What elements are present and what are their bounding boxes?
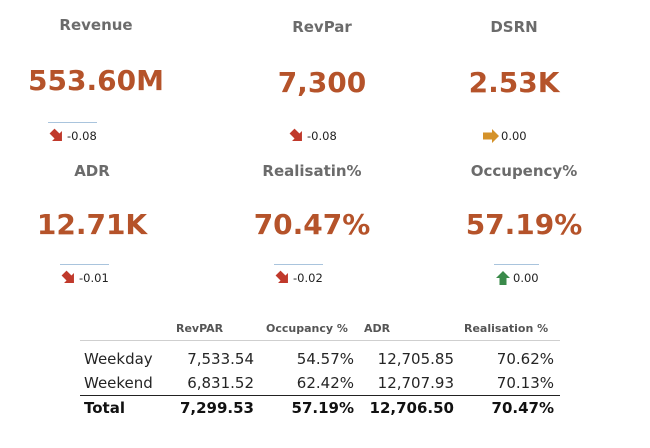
kpi-value: 12.71K — [36, 208, 148, 241]
kpi-title: ADR — [74, 162, 110, 180]
kpi-value: 553.60M — [28, 64, 164, 97]
kpi-title: Revenue — [59, 16, 133, 34]
arrow-down-icon — [48, 128, 66, 144]
row-label: Weekday — [84, 350, 153, 368]
kpi-value: 57.19% — [465, 208, 583, 241]
cell-realisation: 70.62% — [496, 350, 554, 368]
kpi-trend: -0.02 — [274, 264, 323, 287]
arrow-down-icon — [60, 270, 78, 286]
kpi-trend: -0.08 — [48, 122, 97, 145]
kpi-trend: -0.01 — [60, 264, 109, 287]
summary-table: RevPAR Occupancy % ADR Realisation % Wee… — [80, 318, 560, 420]
cell-adr: 12,707.93 — [377, 374, 454, 392]
kpi-card-realisation[interactable]: Realisatin% 70.47% -0.02 — [222, 150, 402, 300]
total-occupancy: 57.19% — [291, 399, 354, 417]
kpi-value: 2.53K — [468, 66, 560, 99]
kpi-delta: -0.08 — [67, 128, 97, 143]
arrow-up-icon — [494, 270, 512, 286]
table-row[interactable]: Weekday 7,533.54 54.57% 12,705.85 70.62% — [80, 347, 560, 371]
kpi-delta: 0.00 — [501, 128, 527, 143]
total-adr: 12,706.50 — [369, 399, 454, 417]
kpi-card-revenue[interactable]: Revenue 553.60M -0.08 — [6, 0, 186, 150]
kpi-trend: 0.00 — [494, 264, 539, 287]
total-label: Total — [84, 399, 125, 417]
table-total-row[interactable]: Total 7,299.53 57.19% 12,706.50 70.47% — [80, 395, 560, 420]
kpi-value: 70.47% — [253, 208, 371, 241]
kpi-card-occupancy[interactable]: Occupency% 57.19% 0.00 — [434, 150, 614, 300]
kpi-delta: -0.02 — [293, 270, 323, 285]
table-header-row: RevPAR Occupancy % ADR Realisation % — [80, 318, 560, 341]
kpi-title: Occupency% — [470, 162, 578, 180]
column-header-revpar[interactable]: RevPAR — [176, 322, 224, 335]
kpi-card-revpar[interactable]: RevPar 7,300 -0.08 — [232, 0, 412, 150]
row-label: Weekend — [84, 374, 153, 392]
arrow-right-icon — [482, 128, 500, 144]
kpi-card-dsrn[interactable]: DSRN 2.53K 0.00 — [424, 0, 604, 150]
cell-occupancy: 62.42% — [296, 374, 354, 392]
kpi-title: RevPar — [292, 18, 352, 36]
arrow-down-icon — [274, 270, 292, 286]
column-header-realisation[interactable]: Realisation % — [464, 322, 549, 335]
cell-adr: 12,705.85 — [377, 350, 454, 368]
cell-realisation: 70.13% — [496, 374, 554, 392]
arrow-down-icon — [288, 128, 306, 144]
total-realisation: 70.47% — [491, 399, 554, 417]
column-header-adr[interactable]: ADR — [364, 322, 391, 335]
kpi-trend: 0.00 — [482, 122, 527, 145]
kpi-card-adr[interactable]: ADR 12.71K -0.01 — [2, 150, 182, 300]
kpi-value: 7,300 — [277, 66, 367, 99]
kpi-title: DSRN — [490, 18, 538, 36]
cell-occupancy: 54.57% — [296, 350, 354, 368]
cell-revpar: 7,533.54 — [187, 350, 254, 368]
kpi-title: Realisatin% — [262, 162, 362, 180]
column-header-occupancy[interactable]: Occupancy % — [266, 322, 348, 335]
kpi-delta: 0.00 — [513, 270, 539, 285]
kpi-delta: -0.08 — [307, 128, 337, 143]
table-row[interactable]: Weekend 6,831.52 62.42% 12,707.93 70.13% — [80, 371, 560, 395]
kpi-delta: -0.01 — [79, 270, 109, 285]
kpi-trend: -0.08 — [288, 122, 337, 145]
cell-revpar: 6,831.52 — [187, 374, 254, 392]
total-revpar: 7,299.53 — [179, 399, 254, 417]
